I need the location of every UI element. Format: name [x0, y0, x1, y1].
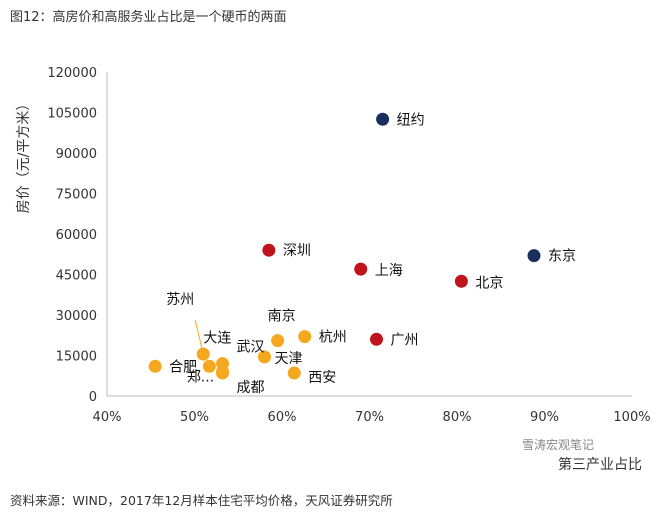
- data-label: 合肥: [169, 359, 197, 375]
- figure-source: 资料来源：WIND，2017年12月样本住宅平均价格，天风证券研究所: [10, 493, 393, 508]
- y-tick-label: 0: [89, 390, 97, 405]
- data-label: 郑...: [187, 370, 214, 386]
- data-label: 武汉: [237, 340, 265, 356]
- data-label: 大连: [203, 330, 231, 346]
- y-tick-label: 30000: [56, 309, 97, 324]
- data-points: [148, 112, 541, 380]
- data-label: 南京: [268, 309, 296, 325]
- x-tick-label: 80%: [443, 410, 472, 425]
- y-tick-label: 120000: [47, 66, 97, 81]
- data-point: [298, 330, 312, 344]
- data-point: [454, 274, 468, 288]
- data-label: 东京: [548, 249, 576, 265]
- data-point: [216, 366, 229, 380]
- data-point: [148, 359, 162, 373]
- x-tick-label: 40%: [93, 410, 122, 425]
- data-point: [262, 243, 276, 257]
- y-tick-label: 15000: [56, 350, 97, 365]
- data-point: [196, 347, 210, 361]
- data-label: 苏州: [166, 292, 194, 308]
- data-label: 深圳: [283, 243, 311, 259]
- y-tick-label: 75000: [56, 188, 97, 203]
- y-tick-label: 45000: [56, 269, 97, 284]
- data-point: [202, 359, 216, 373]
- figure-title: 图12：高房价和高服务业占比是一个硬币的两面: [10, 10, 287, 25]
- data-label: 杭州: [319, 330, 347, 346]
- data-point: [370, 332, 383, 346]
- data-point: [258, 350, 271, 364]
- x-tick-label: 70%: [355, 410, 384, 425]
- data-label: 广州: [391, 332, 419, 348]
- x-tick-label: 100%: [613, 410, 650, 425]
- x-tick-label: 60%: [268, 410, 297, 425]
- x-tick-label: 50%: [180, 410, 209, 425]
- data-point: [271, 334, 285, 348]
- data-label: 北京: [475, 275, 503, 291]
- y-axis-title: 房价（元/平方米）: [16, 97, 32, 214]
- data-point: [287, 366, 301, 380]
- data-label: 西安: [308, 370, 336, 386]
- tick-labels: 40% 50% 60% 70% 80% 90% 100% 0 15000 30000 45000 60…: [47, 66, 650, 425]
- data-label: 天津: [275, 351, 303, 367]
- data-label: 上海: [375, 263, 403, 279]
- y-tick-label: 90000: [56, 147, 97, 162]
- x-axis-title: 第三产业占比: [558, 456, 642, 473]
- x-tick-label: 90%: [530, 410, 559, 425]
- watermark: 雪涛宏观笔记: [522, 438, 595, 452]
- data-point: [376, 112, 390, 126]
- data-label: 成都: [237, 380, 265, 396]
- axes: [106, 72, 632, 397]
- data-point: [527, 249, 541, 263]
- y-tick-label: 105000: [47, 107, 97, 122]
- y-tick-label: 60000: [56, 228, 97, 243]
- data-label: 纽约: [397, 112, 425, 128]
- data-point: [354, 262, 368, 276]
